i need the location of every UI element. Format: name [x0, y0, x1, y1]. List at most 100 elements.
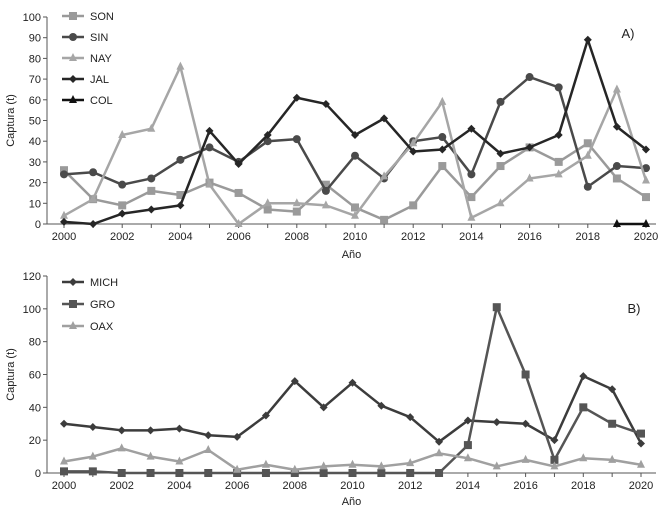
data-point: [233, 464, 242, 473]
data-point: [463, 441, 472, 450]
data-point: [348, 459, 357, 468]
data-point: [234, 159, 243, 168]
data-point: [642, 193, 650, 202]
legend-label: NAY: [90, 53, 112, 65]
data-point: [261, 459, 270, 468]
x-tick-label: 2004: [168, 231, 192, 243]
data-point: [176, 191, 185, 200]
data-point: [88, 467, 97, 476]
data-point: [525, 73, 534, 82]
legend-marker: [69, 75, 77, 83]
data-point: [608, 454, 617, 463]
x-tick-label: 2008: [285, 231, 309, 243]
x-tick-label: 2010: [340, 480, 364, 492]
data-point: [554, 169, 563, 178]
data-point: [263, 198, 272, 207]
data-point: [88, 451, 97, 460]
chart-a: 0 10 20 30 40 50 60 70 80 90 100 2000 2002 2004 2006 20…: [5, 11, 658, 261]
legend-label: SIN: [90, 32, 108, 44]
data-point: [608, 385, 617, 394]
data-point: [292, 198, 301, 207]
data-point: [147, 205, 156, 214]
chart-b: 0 20 40 60 80 100 120 2000 2002 2004 2006 2008 2010 2…: [5, 271, 656, 508]
series-sin: [60, 73, 650, 195]
x-tick-label: 2002: [110, 231, 134, 243]
data-point: [435, 437, 444, 446]
data-point: [60, 456, 68, 465]
data-point: [60, 419, 68, 428]
y-tick-label: 100: [23, 12, 41, 24]
data-point: [263, 130, 272, 139]
data-point: [205, 126, 214, 135]
legend-marker: [69, 53, 77, 61]
data-point: [579, 453, 588, 462]
data-point: [146, 469, 155, 477]
data-point: [380, 215, 389, 224]
data-point: [642, 175, 650, 184]
data-point: [118, 201, 127, 210]
data-point: [435, 469, 444, 477]
data-point: [409, 201, 418, 210]
x-tick-label: 2004: [167, 480, 191, 492]
data-point: [550, 436, 559, 445]
y-tick-label: 20: [29, 178, 41, 190]
data-point: [290, 377, 299, 386]
data-point: [176, 61, 185, 70]
data-point: [525, 173, 534, 182]
legend-marker: [69, 95, 77, 103]
data-point: [380, 114, 389, 123]
legend-label: JAL: [90, 74, 109, 86]
data-point: [642, 164, 650, 173]
data-point: [205, 179, 214, 188]
y-tick-label: 60: [29, 370, 41, 382]
data-point: [380, 171, 389, 180]
y-axis-title: Captura (t): [5, 94, 17, 147]
data-point: [117, 426, 126, 435]
x-tick-label: 2006: [226, 231, 250, 243]
series-nay: [60, 61, 650, 227]
data-point: [60, 170, 68, 179]
data-point: [146, 451, 155, 460]
x-tick-label: 2012: [401, 231, 425, 243]
data-point: [204, 469, 213, 477]
data-point: [612, 122, 621, 131]
data-point: [467, 212, 476, 221]
data-point: [319, 461, 328, 470]
legend-item-sin: SIN: [62, 32, 108, 44]
legend-label: SON: [90, 11, 114, 23]
data-point: [117, 443, 126, 452]
legend-item-jal: JAL: [62, 74, 109, 86]
data-point: [554, 130, 563, 139]
data-point: [261, 411, 270, 420]
data-point: [175, 456, 184, 465]
data-point: [204, 445, 213, 454]
data-point: [351, 203, 359, 212]
data-point: [147, 174, 156, 183]
x-tick-label: 2006: [225, 480, 249, 492]
legend-label: GRO: [90, 299, 116, 311]
y-tick-label: 40: [29, 136, 41, 148]
data-point: [147, 186, 156, 195]
data-point: [321, 200, 330, 209]
data-point: [467, 170, 476, 179]
data-point: [233, 432, 242, 441]
y-tick-label: 20: [29, 435, 41, 447]
legend-label: OAX: [90, 321, 114, 333]
x-tick-label: 2000: [52, 480, 76, 492]
data-point: [637, 439, 645, 448]
data-point: [492, 303, 501, 312]
y-tick-label: 30: [29, 157, 41, 169]
data-point: [60, 210, 68, 219]
legend-label: MICH: [90, 277, 118, 289]
legend-item-oax: OAX: [62, 321, 114, 333]
x-tick-label: 2018: [571, 480, 595, 492]
data-point: [554, 83, 563, 92]
data-point: [467, 124, 476, 133]
data-point: [351, 130, 359, 139]
data-point: [550, 461, 559, 470]
x-tick-label: 2000: [52, 231, 76, 243]
data-point: [60, 217, 68, 226]
data-point: [583, 35, 592, 44]
data-point: [261, 469, 270, 477]
data-point: [348, 469, 357, 477]
